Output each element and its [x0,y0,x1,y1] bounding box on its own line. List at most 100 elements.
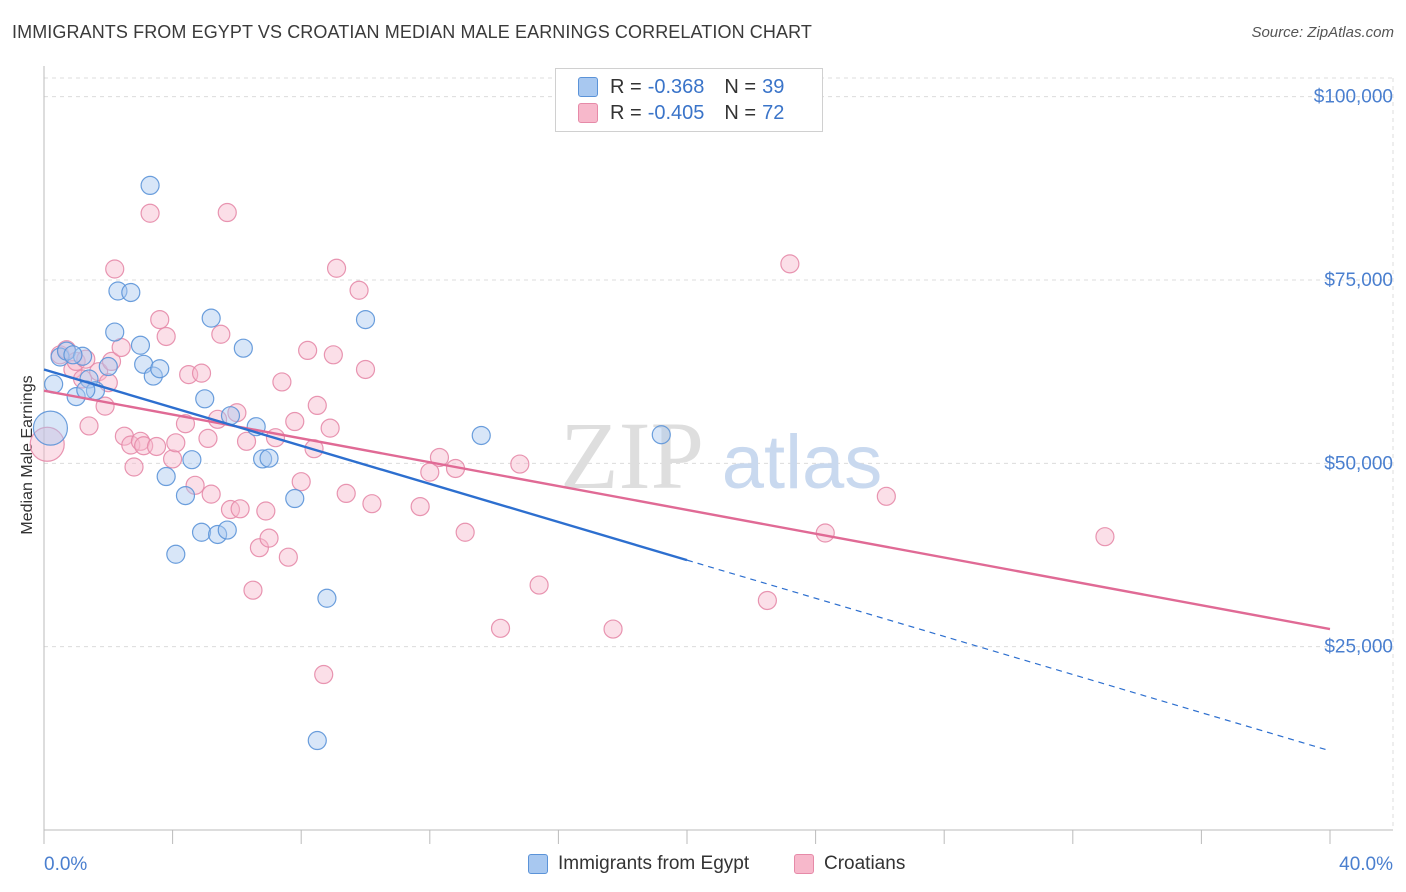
data-point [298,340,318,360]
data-point [876,486,896,506]
data-point [72,346,93,366]
legend-n-label: N = [724,75,757,98]
data-point [105,322,125,342]
axes [43,66,1393,844]
data-point [105,259,125,279]
data-point [259,448,279,468]
data-point [233,338,253,358]
chart-source: Source: ZipAtlas.com [1251,24,1394,41]
legend-r-label: R = [610,75,642,98]
data-point [89,362,109,382]
data-point [317,588,337,608]
trend-line-egypt [43,368,688,562]
bottom-legend-egypt: Immigrants from Egypt [528,852,749,876]
data-point [355,310,376,330]
data-point [603,619,623,639]
data-point [195,389,215,409]
data-point [291,472,311,492]
data-point [455,522,475,542]
data-point [349,280,369,300]
data-point [191,522,212,542]
data-point [32,410,69,446]
data-point [201,484,221,504]
egypt-points [32,175,671,751]
bottom-legend-croatians: Croatians [794,852,905,876]
data-point [529,575,549,595]
data-point [490,618,511,638]
y-tick-label: $50,000 [1324,453,1393,474]
data-point [150,359,170,379]
data-point [326,258,347,278]
data-point [256,501,276,521]
legend-swatch-egypt [578,77,598,97]
trend-line-croatians [43,389,1331,631]
data-point [285,488,305,509]
trend-lines [43,368,1331,752]
data-point [198,428,218,448]
watermark-atlas: atlas [722,420,883,505]
data-point [272,372,292,392]
legend-r-value: -0.405 [647,101,705,124]
data-point [336,483,356,503]
data-point [320,418,340,438]
bottom-legend-label-egypt: Immigrants from Egypt [558,853,750,874]
data-point [175,414,196,434]
x-tick-label: 0.0% [44,854,87,875]
correlation-legend: R = -0.368 N = 39 R = -0.405 N = 72 [555,68,823,132]
data-point [243,580,263,600]
y-tick-labels: $25,000 $50,000 $75,000 $100,000 [1314,87,1393,658]
data-point [510,454,530,474]
y-tick-label: $100,000 [1314,87,1393,108]
legend-r-label: R = [610,101,642,124]
data-point [121,282,141,303]
data-point [410,497,430,517]
data-point [307,395,327,415]
data-point [651,425,671,445]
data-point [362,494,382,514]
data-point [211,324,231,344]
data-point [201,308,221,328]
legend-row-egypt: R = -0.368 N = 39 [578,75,784,99]
watermark: ZIP atlas [560,402,882,509]
data-point [285,411,305,432]
legend-n-value: 72 [762,101,785,124]
data-point [166,544,186,564]
data-point [156,466,176,487]
legend-r-value: -0.368 [647,75,705,98]
data-point [208,524,228,545]
data-point [163,449,183,469]
bottom-legend-label-croatians: Croatians [824,853,906,874]
data-point [757,590,777,611]
data-point [780,254,800,274]
data-point [101,351,122,371]
data-point [124,457,144,477]
data-point [140,175,160,195]
data-point [130,335,151,355]
legend-swatch-croatians [578,103,598,123]
data-point [166,433,186,453]
data-point [182,450,202,470]
data-point [63,345,83,365]
legend-row-croatians: R = -0.405 N = 72 [578,101,784,125]
bottom-legend-swatch-egypt [528,854,548,874]
data-point [140,203,160,223]
data-point [236,431,257,451]
chart-title: IMMIGRANTS FROM EGYPT VS CROATIAN MEDIAN… [12,22,812,42]
y-tick-label: $75,000 [1324,270,1393,291]
data-point [220,499,241,520]
watermark-zip: ZIP [560,402,704,509]
data-point [278,547,298,567]
data-point [143,366,163,386]
data-point [217,520,237,540]
data-point [150,310,170,330]
data-point [146,436,167,457]
data-point [217,202,237,223]
data-point [175,486,196,506]
data-point [191,363,212,383]
data-point [98,356,118,377]
data-point [471,425,491,446]
data-point [314,664,334,685]
x-tick-labels: 0.0% 40.0% [44,854,1393,875]
grid-lines [44,77,1394,830]
